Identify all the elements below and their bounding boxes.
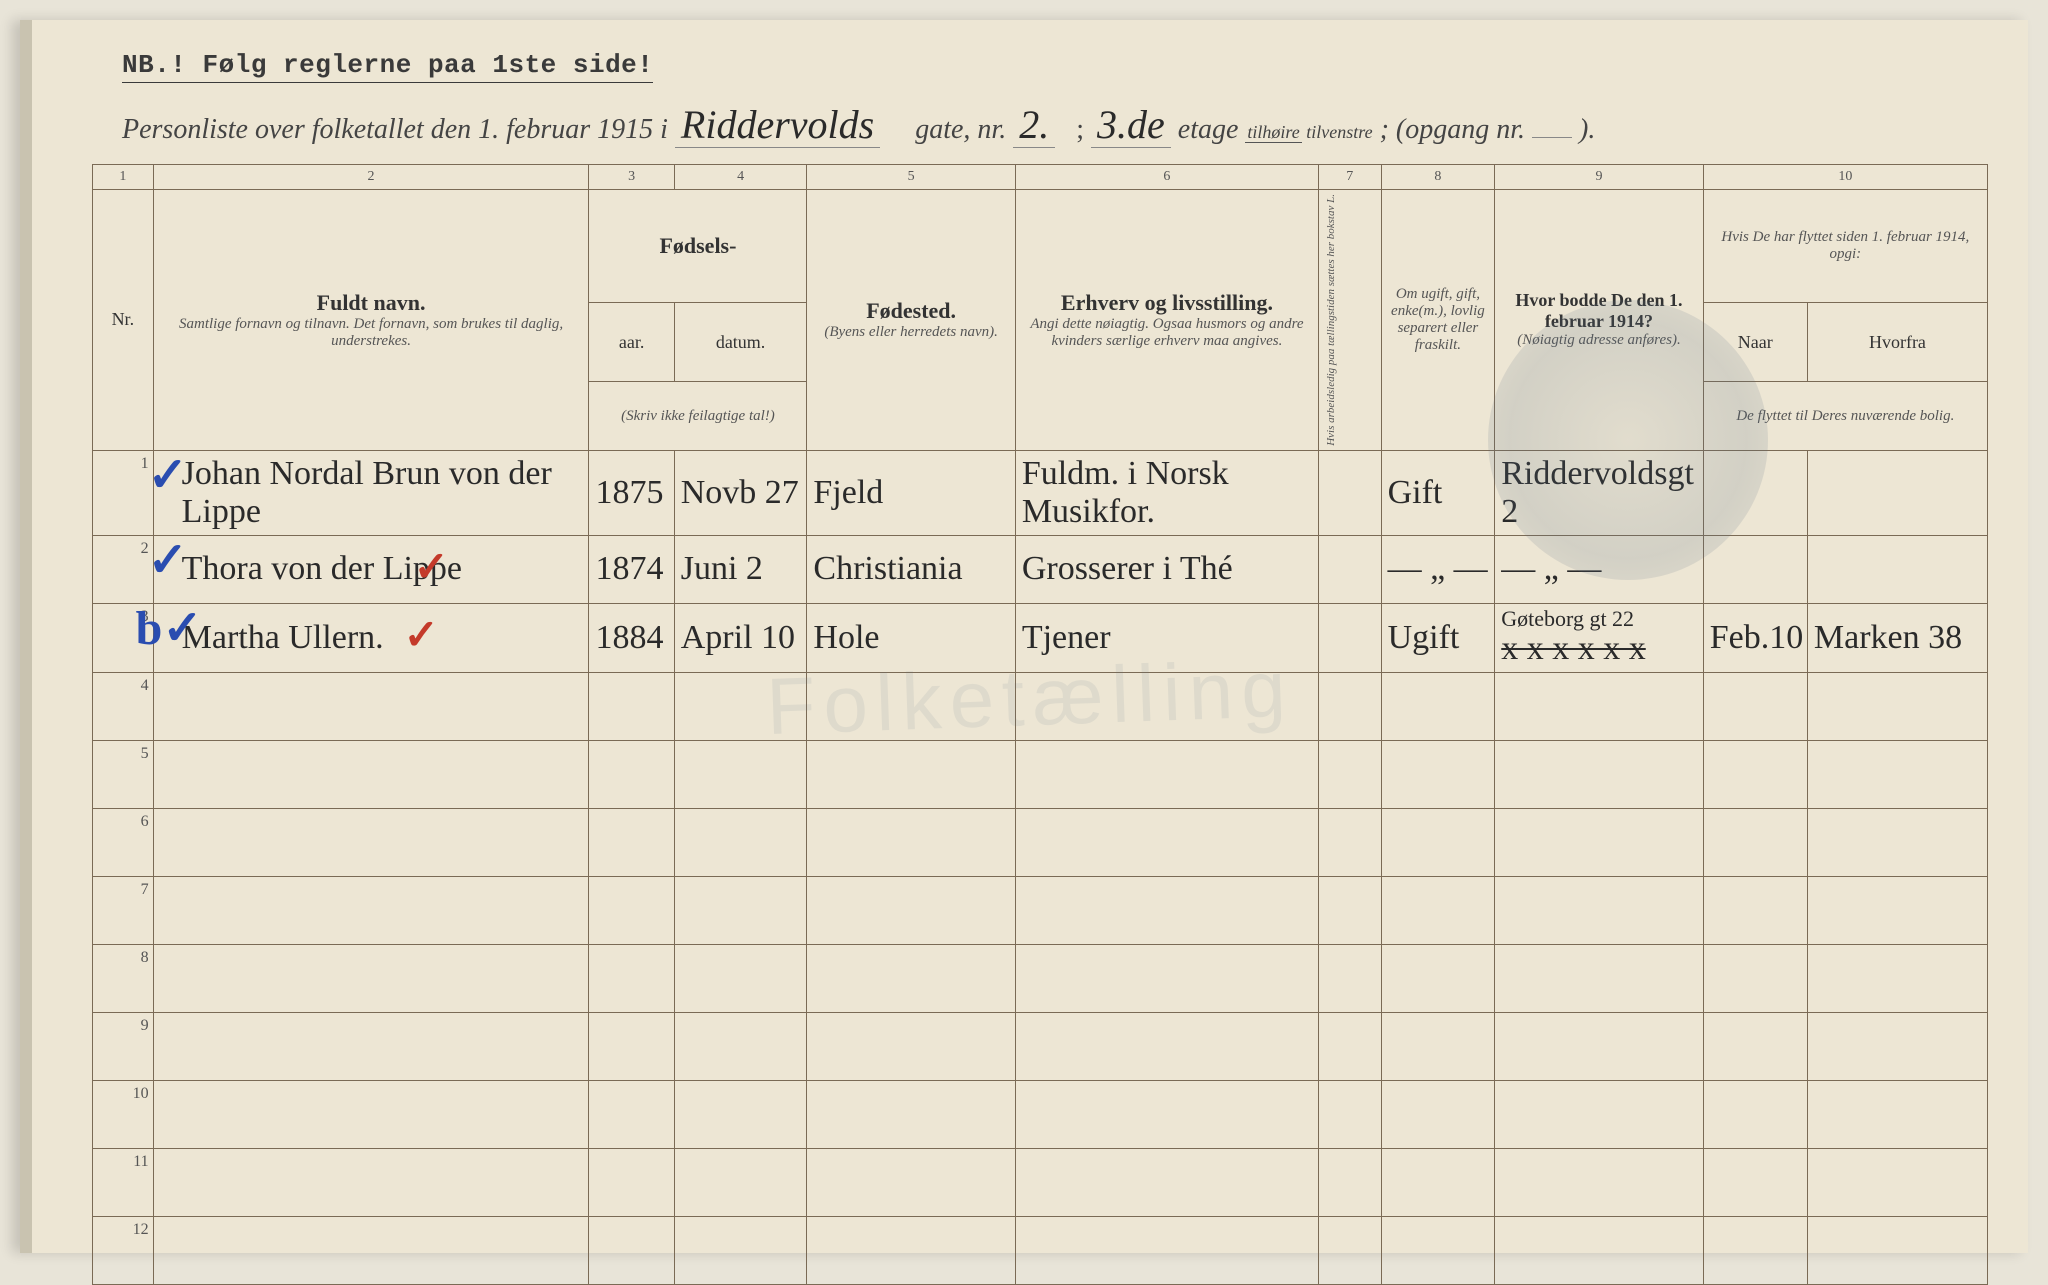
col-hvorfra: Hvorfra (1807, 303, 1987, 382)
col-gift: Om ugift, gift, enke(m.), lovlig separer… (1381, 190, 1495, 451)
col-moved: Hvis De har flyttet siden 1. februar 191… (1703, 190, 1987, 303)
col-moved-sub: De flyttet til Deres nuværende bolig. (1703, 382, 1987, 451)
table-row: 3 b✓ Martha Ullern. ✓ 1884 April 10 Hole… (93, 603, 1988, 672)
census-page: Folketælling NB.! Følg reglerne paa 1ste… (20, 20, 2028, 1253)
header-prefix: Personliste over folketallet den 1. febr… (122, 114, 668, 145)
sep: ; (1076, 114, 1084, 145)
colnum-1: 1 (93, 165, 154, 190)
gate-label: gate, nr. (915, 114, 1006, 145)
col-erhverv: Erhverv og livsstilling. Angi dette nøia… (1015, 190, 1318, 451)
census-table: 1 2 3 4 5 6 7 8 9 10 Nr. Fuldt navn. Sam… (92, 164, 1988, 1285)
etage: 3.de (1091, 102, 1171, 148)
col-name: Fuldt navn. Samtlige fornavn og tilnavn.… (153, 190, 589, 451)
street-name: Riddervolds (675, 102, 880, 148)
table-row: 12 (93, 1216, 1988, 1284)
col-datum: datum. (674, 303, 807, 382)
table-row: 8 (93, 944, 1988, 1012)
colnum-5: 5 (807, 165, 1015, 190)
colnum-2: 2 (153, 165, 589, 190)
colnum-10: 10 (1703, 165, 1987, 190)
colnum-9: 9 (1495, 165, 1703, 190)
name-cell: b✓ Martha Ullern. ✓ (153, 603, 589, 672)
colnum-7: 7 (1319, 165, 1382, 190)
col-fodsels-note: (Skriv ikke feilagtige tal!) (589, 382, 807, 451)
gate-nr: 2. (1013, 102, 1055, 148)
col-aar: aar. (589, 303, 674, 382)
side-fraction: tilhøire tilvenstre (1245, 123, 1372, 141)
table-head: 1 2 3 4 5 6 7 8 9 10 Nr. Fuldt navn. Sam… (93, 165, 1988, 451)
table-row: 2 ✓ Thora von der Lippe ✓ 1874 Juni 2 Ch… (93, 535, 1988, 603)
name-cell: ✓ Johan Nordal Brun von der Lippe (153, 450, 589, 535)
table-row: 5 (93, 740, 1988, 808)
colnum-8: 8 (1381, 165, 1495, 190)
checkmark-icon: ✓ (404, 610, 439, 660)
opgang-blank (1532, 137, 1572, 138)
colnum-3: 3 (589, 165, 674, 190)
header-line: Personliste over folketallet den 1. febr… (122, 101, 1988, 148)
table-body: 1 ✓ Johan Nordal Brun von der Lippe 1875… (93, 450, 1988, 1284)
table-row: 11 (93, 1148, 1988, 1216)
table-row: 7 (93, 876, 1988, 944)
col-fodsels: Fødsels- (589, 190, 807, 303)
col-fodested: Fødested. (Byens eller herredets navn). (807, 190, 1015, 451)
opgang-label: ; (opgang nr. (1380, 114, 1525, 145)
table-row: 1 ✓ Johan Nordal Brun von der Lippe 1875… (93, 450, 1988, 535)
table-row: 9 (93, 1012, 1988, 1080)
colnum-6: 6 (1015, 165, 1318, 190)
table-row: 4 (93, 672, 1988, 740)
table-row: 6 (93, 808, 1988, 876)
col-arbeidsledig: Hvis arbeidsledig paa tællingstiden sætt… (1319, 190, 1382, 451)
col-1914: Hvor bodde De den 1. februar 1914? (Nøia… (1495, 190, 1703, 451)
col-naar: Naar (1703, 303, 1807, 382)
table-row: 10 (93, 1080, 1988, 1148)
name-cell: ✓ Thora von der Lippe ✓ (153, 535, 589, 603)
notice-line: NB.! Følg reglerne paa 1ste side! (122, 50, 653, 83)
colnum-4: 4 (674, 165, 807, 190)
etage-label: etage (1178, 114, 1239, 145)
close-paren: ). (1579, 114, 1595, 145)
col-nr: Nr. (93, 190, 154, 451)
addr-cell: Gøteborg gt 22 x x x x x x (1495, 603, 1703, 672)
